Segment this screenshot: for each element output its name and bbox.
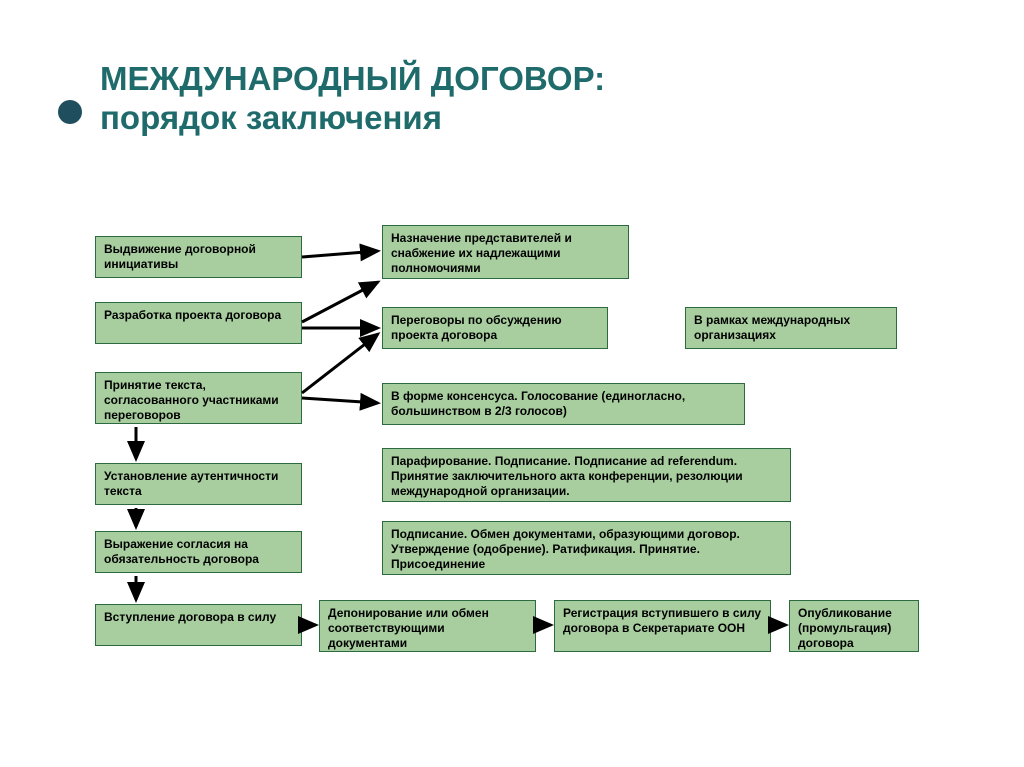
box-initiative: Выдвижение договорной инициативы bbox=[95, 236, 302, 278]
box-representatives: Назначение представителей и снабжение их… bbox=[382, 225, 629, 279]
slide-title-line2: порядок заключения bbox=[100, 99, 442, 137]
box-signing: Подписание. Обмен документами, образующи… bbox=[382, 521, 791, 575]
box-draft: Разработка проекта договора bbox=[95, 302, 302, 344]
box-deposit: Депонирование или обмен соответствующими… bbox=[319, 600, 536, 652]
title-bullet bbox=[58, 100, 82, 124]
box-intl-org: В рамках международных организациях bbox=[685, 307, 897, 349]
box-authenticity: Установление аутентичности текста bbox=[95, 463, 302, 505]
box-entry-force: Вступление договора в силу bbox=[95, 604, 302, 646]
box-publication: Опубликование (промульгация) договора bbox=[789, 600, 919, 652]
box-paraphing: Парафирование. Подписание. Подписание ad… bbox=[382, 448, 791, 502]
box-registration: Регистрация вступившего в силу договора … bbox=[554, 600, 771, 652]
slide-title-line1: МЕЖДУНАРОДНЫЙ ДОГОВОР: bbox=[100, 60, 605, 98]
box-adopt-text: Принятие текста, согласованного участник… bbox=[95, 372, 302, 424]
box-negotiations: Переговоры по обсуждению проекта договор… bbox=[382, 307, 608, 349]
box-consent: Выражение согласия на обязательность дог… bbox=[95, 531, 302, 573]
box-consensus: В форме консенсуса. Голосование (единогл… bbox=[382, 383, 745, 425]
